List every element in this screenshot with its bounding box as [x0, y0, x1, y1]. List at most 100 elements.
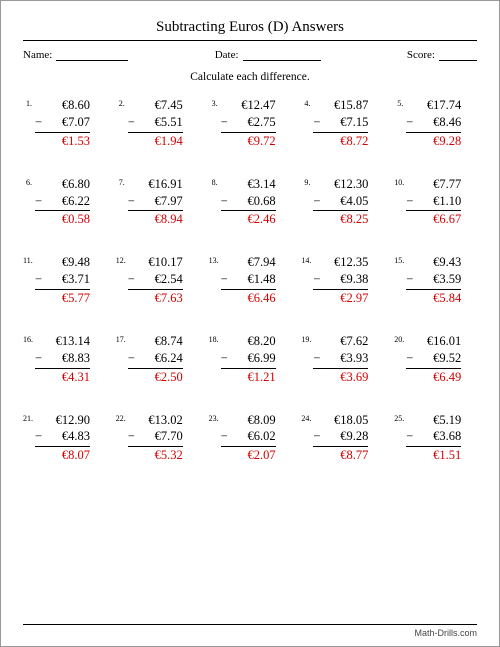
problem-body: €7.45− €5.51 €1.94 — [128, 97, 183, 150]
minuend: €7.94 — [221, 254, 276, 271]
minus-sign: − — [406, 428, 413, 445]
subtrahend: €9.28 — [340, 429, 368, 443]
subtrahend: €6.22 — [62, 194, 90, 208]
problem-body: €18.05−€9.28€8.77 — [313, 412, 368, 465]
minus-sign: − — [406, 193, 413, 210]
minus-sign: − — [221, 428, 228, 445]
subtrahend-line: − €9.28 — [313, 428, 368, 447]
problem: 15.€9.43−€3.59€5.84 — [394, 254, 477, 307]
minuend: €17.74 — [406, 97, 461, 114]
problem-body: €15.87−€7.15€8.72 — [313, 97, 368, 150]
minuend: €6.80 — [35, 176, 90, 193]
subtrahend: €8.83 — [62, 351, 90, 365]
subtrahend: €7.97 — [155, 194, 183, 208]
problem: 20.€16.01−€9.52€6.49 — [394, 333, 477, 386]
minuend: €7.45 — [128, 97, 183, 114]
problem-number: 7. — [116, 176, 128, 187]
problem-number: 20. — [394, 333, 406, 344]
subtrahend-line: − €4.83 — [35, 428, 90, 447]
problem: 21.€12.90−€4.83€8.07 — [23, 412, 106, 465]
minus-sign: − — [313, 350, 320, 367]
meta-row: Name: Date: Score: — [23, 49, 477, 61]
problem-body: €12.47−€2.75€9.72 — [221, 97, 276, 150]
problem-body: €7.62−€3.93€3.69 — [313, 333, 368, 386]
problem-number: 18. — [209, 333, 221, 344]
minus-sign: − — [406, 350, 413, 367]
minuend: €7.77 — [406, 176, 461, 193]
minus-sign: − — [313, 193, 320, 210]
problem-number: 14. — [301, 254, 313, 265]
page-title: Subtracting Euros (D) Answers — [23, 19, 477, 36]
instruction: Calculate each difference. — [23, 71, 477, 83]
subtrahend-line: −€7.15 — [313, 114, 368, 133]
problem: 7.€16.91−€7.97€8.94 — [116, 176, 199, 229]
minus-sign: − — [128, 193, 135, 210]
problem-number: 25. — [394, 412, 406, 423]
minus-sign: − — [35, 428, 42, 445]
minuend: €12.47 — [221, 97, 276, 114]
subtrahend: €9.38 — [340, 272, 368, 286]
subtrahend: €4.05 — [340, 194, 368, 208]
subtrahend-line: − €7.97 — [128, 193, 183, 212]
name-blank[interactable] — [56, 50, 128, 61]
problem: 1.€8.60−€7.07€1.53 — [23, 97, 106, 150]
name-field: Name: — [23, 49, 128, 61]
subtrahend: €3.71 — [62, 272, 90, 286]
answer: €8.07 — [35, 447, 90, 464]
problem-number: 1. — [23, 97, 35, 108]
minuend: €5.19 — [406, 412, 461, 429]
problem-body: €12.30−€4.05€8.25 — [313, 176, 368, 229]
problem-number: 8. — [209, 176, 221, 187]
subtrahend-line: −€9.52 — [406, 350, 461, 369]
problem: 6.€6.80−€6.22€0.58 — [23, 176, 106, 229]
problem-number: 10. — [394, 176, 406, 187]
rule-top — [23, 40, 477, 41]
problem: 2.€7.45−€5.51€1.94 — [116, 97, 199, 150]
subtrahend: €3.59 — [433, 272, 461, 286]
answer: €2.07 — [221, 447, 276, 464]
minuend: €16.01 — [406, 333, 461, 350]
problem-body: €8.20−€6.99€1.21 — [221, 333, 276, 386]
subtrahend-line: −€0.68 — [221, 193, 276, 212]
problem: 22.€13.02−€7.70€5.32 — [116, 412, 199, 465]
subtrahend: €4.83 — [62, 429, 90, 443]
problem-number: 5. — [394, 97, 406, 108]
answer: €9.28 — [406, 133, 461, 150]
answer: €8.25 — [313, 211, 368, 228]
subtrahend: €5.51 — [155, 115, 183, 129]
minus-sign: − — [221, 350, 228, 367]
problem: 24.€18.05−€9.28€8.77 — [301, 412, 384, 465]
problem: 14.€12.35−€9.38€2.97 — [301, 254, 384, 307]
answer: €1.53 — [35, 133, 90, 150]
date-label: Date: — [215, 49, 239, 61]
footer: Math-Drills.com — [23, 624, 477, 638]
answer: €1.94 — [128, 133, 183, 150]
minus-sign: − — [35, 350, 42, 367]
date-blank[interactable] — [243, 50, 321, 61]
problem: 5.€17.74−€8.46€9.28 — [394, 97, 477, 150]
problem-body: €10.17−€2.54€7.63 — [128, 254, 183, 307]
problem-body: €9.43−€3.59€5.84 — [406, 254, 461, 307]
answer: €4.31 — [35, 369, 90, 386]
minus-sign: − — [221, 114, 228, 131]
problem: 23.€8.09−€6.02€2.07 — [209, 412, 292, 465]
subtrahend: €8.46 — [433, 115, 461, 129]
answer: €6.49 — [406, 369, 461, 386]
problem-body: €16.01−€9.52€6.49 — [406, 333, 461, 386]
subtrahend-line: − €4.05 — [313, 193, 368, 212]
subtrahend: €7.07 — [62, 115, 90, 129]
problem-body: €8.74−€6.24€2.50 — [128, 333, 183, 386]
problem-number: 19. — [301, 333, 313, 344]
minus-sign: − — [35, 114, 42, 131]
minuend: €18.05 — [313, 412, 368, 429]
minus-sign: − — [313, 428, 320, 445]
minuend: €16.91 — [128, 176, 183, 193]
answer: €5.32 — [128, 447, 183, 464]
answer: €2.50 — [128, 369, 183, 386]
date-field: Date: — [215, 49, 321, 61]
score-blank[interactable] — [439, 50, 477, 61]
problem-body: €6.80−€6.22€0.58 — [35, 176, 90, 229]
minus-sign: − — [128, 114, 135, 131]
minuend: €9.43 — [406, 254, 461, 271]
answer: €7.63 — [128, 290, 183, 307]
